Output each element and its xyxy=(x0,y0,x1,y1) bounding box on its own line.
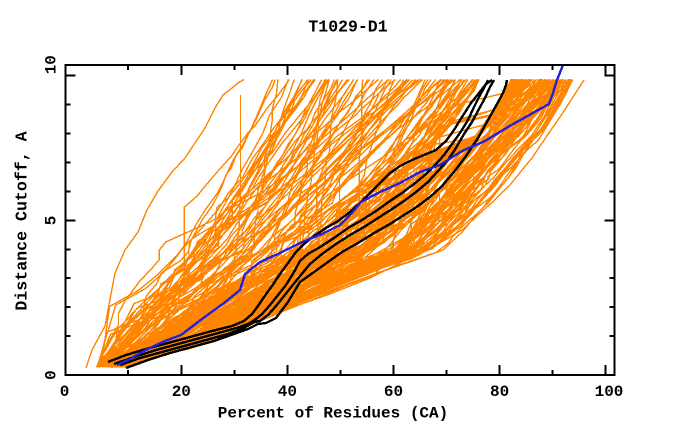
svg-text:Distance Cutoff, A: Distance Cutoff, A xyxy=(13,131,32,310)
svg-text:5: 5 xyxy=(43,216,61,226)
svg-text:100: 100 xyxy=(595,383,624,401)
svg-text:10: 10 xyxy=(43,55,61,74)
svg-text:0: 0 xyxy=(60,383,70,401)
svg-text:80: 80 xyxy=(490,383,509,401)
svg-text:40: 40 xyxy=(278,383,297,401)
svg-text:60: 60 xyxy=(384,383,403,401)
svg-text:T1029-D1: T1029-D1 xyxy=(308,17,387,36)
svg-text:20: 20 xyxy=(172,383,191,401)
svg-text:Percent of Residues (CA): Percent of Residues (CA) xyxy=(218,404,448,422)
svg-text:0: 0 xyxy=(43,370,61,380)
